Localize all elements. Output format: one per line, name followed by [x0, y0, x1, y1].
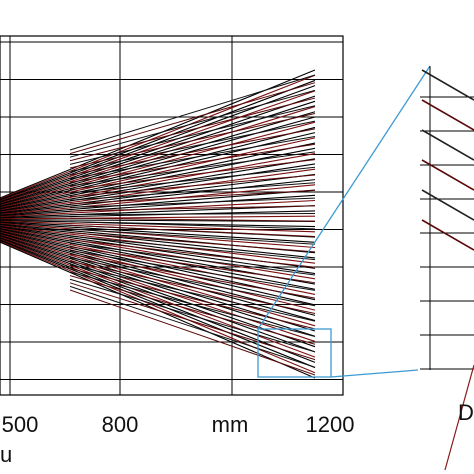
ray [69, 278, 316, 353]
ray [0, 235, 316, 337]
ray [69, 246, 316, 284]
ray [69, 136, 316, 180]
ray [69, 235, 316, 261]
ray [0, 227, 316, 280]
ray [0, 240, 316, 374]
ray [0, 137, 316, 209]
ray [0, 106, 316, 204]
ray [0, 126, 316, 207]
inset-ray [444, 364, 474, 471]
ray [0, 74, 316, 200]
ray [0, 229, 316, 296]
ray [0, 142, 316, 210]
ray [69, 285, 316, 368]
zoom-box [257, 328, 332, 378]
ray [0, 222, 316, 249]
ray [69, 264, 316, 322]
ray [0, 232, 316, 316]
ray-fan [0, 69, 316, 379]
ray [69, 271, 316, 338]
inset-label: D [458, 400, 474, 425]
ray [0, 205, 316, 218]
ray [0, 224, 316, 259]
ray [0, 234, 316, 332]
ray [0, 231, 316, 306]
x-tick-label: 500 [2, 412, 39, 437]
ray [0, 219, 316, 228]
ray [69, 275, 316, 345]
ray [69, 212, 316, 216]
ray [69, 250, 316, 291]
ray [0, 237, 316, 348]
ray [0, 222, 316, 243]
zoom-connector [330, 369, 419, 378]
ray [69, 182, 316, 201]
ray [0, 79, 316, 201]
inset-ray [421, 69, 474, 101]
inset-ray [421, 219, 474, 251]
ray [69, 221, 316, 230]
ray [69, 289, 316, 376]
ray [0, 240, 316, 369]
zoom-connector [257, 65, 431, 330]
inset-ray [421, 99, 474, 131]
ray [69, 128, 316, 176]
ray [0, 194, 316, 217]
ray [69, 97, 316, 162]
ray [69, 197, 316, 208]
inset-ray [421, 159, 474, 191]
x-axis-label: u [0, 442, 12, 467]
plot-frame [0, 35, 344, 396]
ray [69, 143, 316, 183]
ray [0, 158, 316, 212]
ray [0, 215, 316, 220]
ray [0, 95, 316, 203]
ray [0, 189, 316, 216]
ray [69, 228, 316, 245]
ray [0, 163, 316, 213]
ray [0, 226, 316, 275]
ray [69, 217, 316, 222]
x-unit: mm [212, 412, 249, 437]
ray [69, 257, 316, 307]
ray [69, 74, 316, 151]
ray [0, 152, 316, 211]
ray [0, 239, 316, 363]
ray [69, 105, 316, 165]
ray [0, 168, 316, 213]
ray [69, 205, 316, 212]
x-tick-label: 1200 [306, 412, 355, 437]
inset [420, 66, 474, 370]
ray [69, 267, 316, 330]
inset-ray [421, 129, 474, 161]
ray [0, 184, 316, 215]
ray [69, 89, 316, 158]
ray [0, 220, 316, 233]
ray [0, 179, 316, 215]
inset-ray [421, 189, 474, 221]
ray [69, 120, 316, 173]
ray [69, 189, 316, 205]
ray [69, 151, 316, 187]
ray [69, 174, 316, 198]
ray [69, 112, 316, 169]
ray [0, 90, 316, 202]
ray [69, 159, 316, 190]
ray [69, 239, 316, 268]
ray [69, 232, 316, 253]
plot-grid [0, 36, 343, 395]
ray [69, 242, 316, 276]
ray [0, 238, 316, 358]
ray [69, 82, 316, 155]
ray [0, 233, 316, 322]
ray [69, 253, 316, 299]
ray [0, 231, 316, 311]
x-tick-label: 800 [102, 412, 139, 437]
ray [0, 219, 316, 222]
ray [69, 166, 316, 194]
ray [69, 282, 316, 361]
ray [69, 224, 316, 238]
